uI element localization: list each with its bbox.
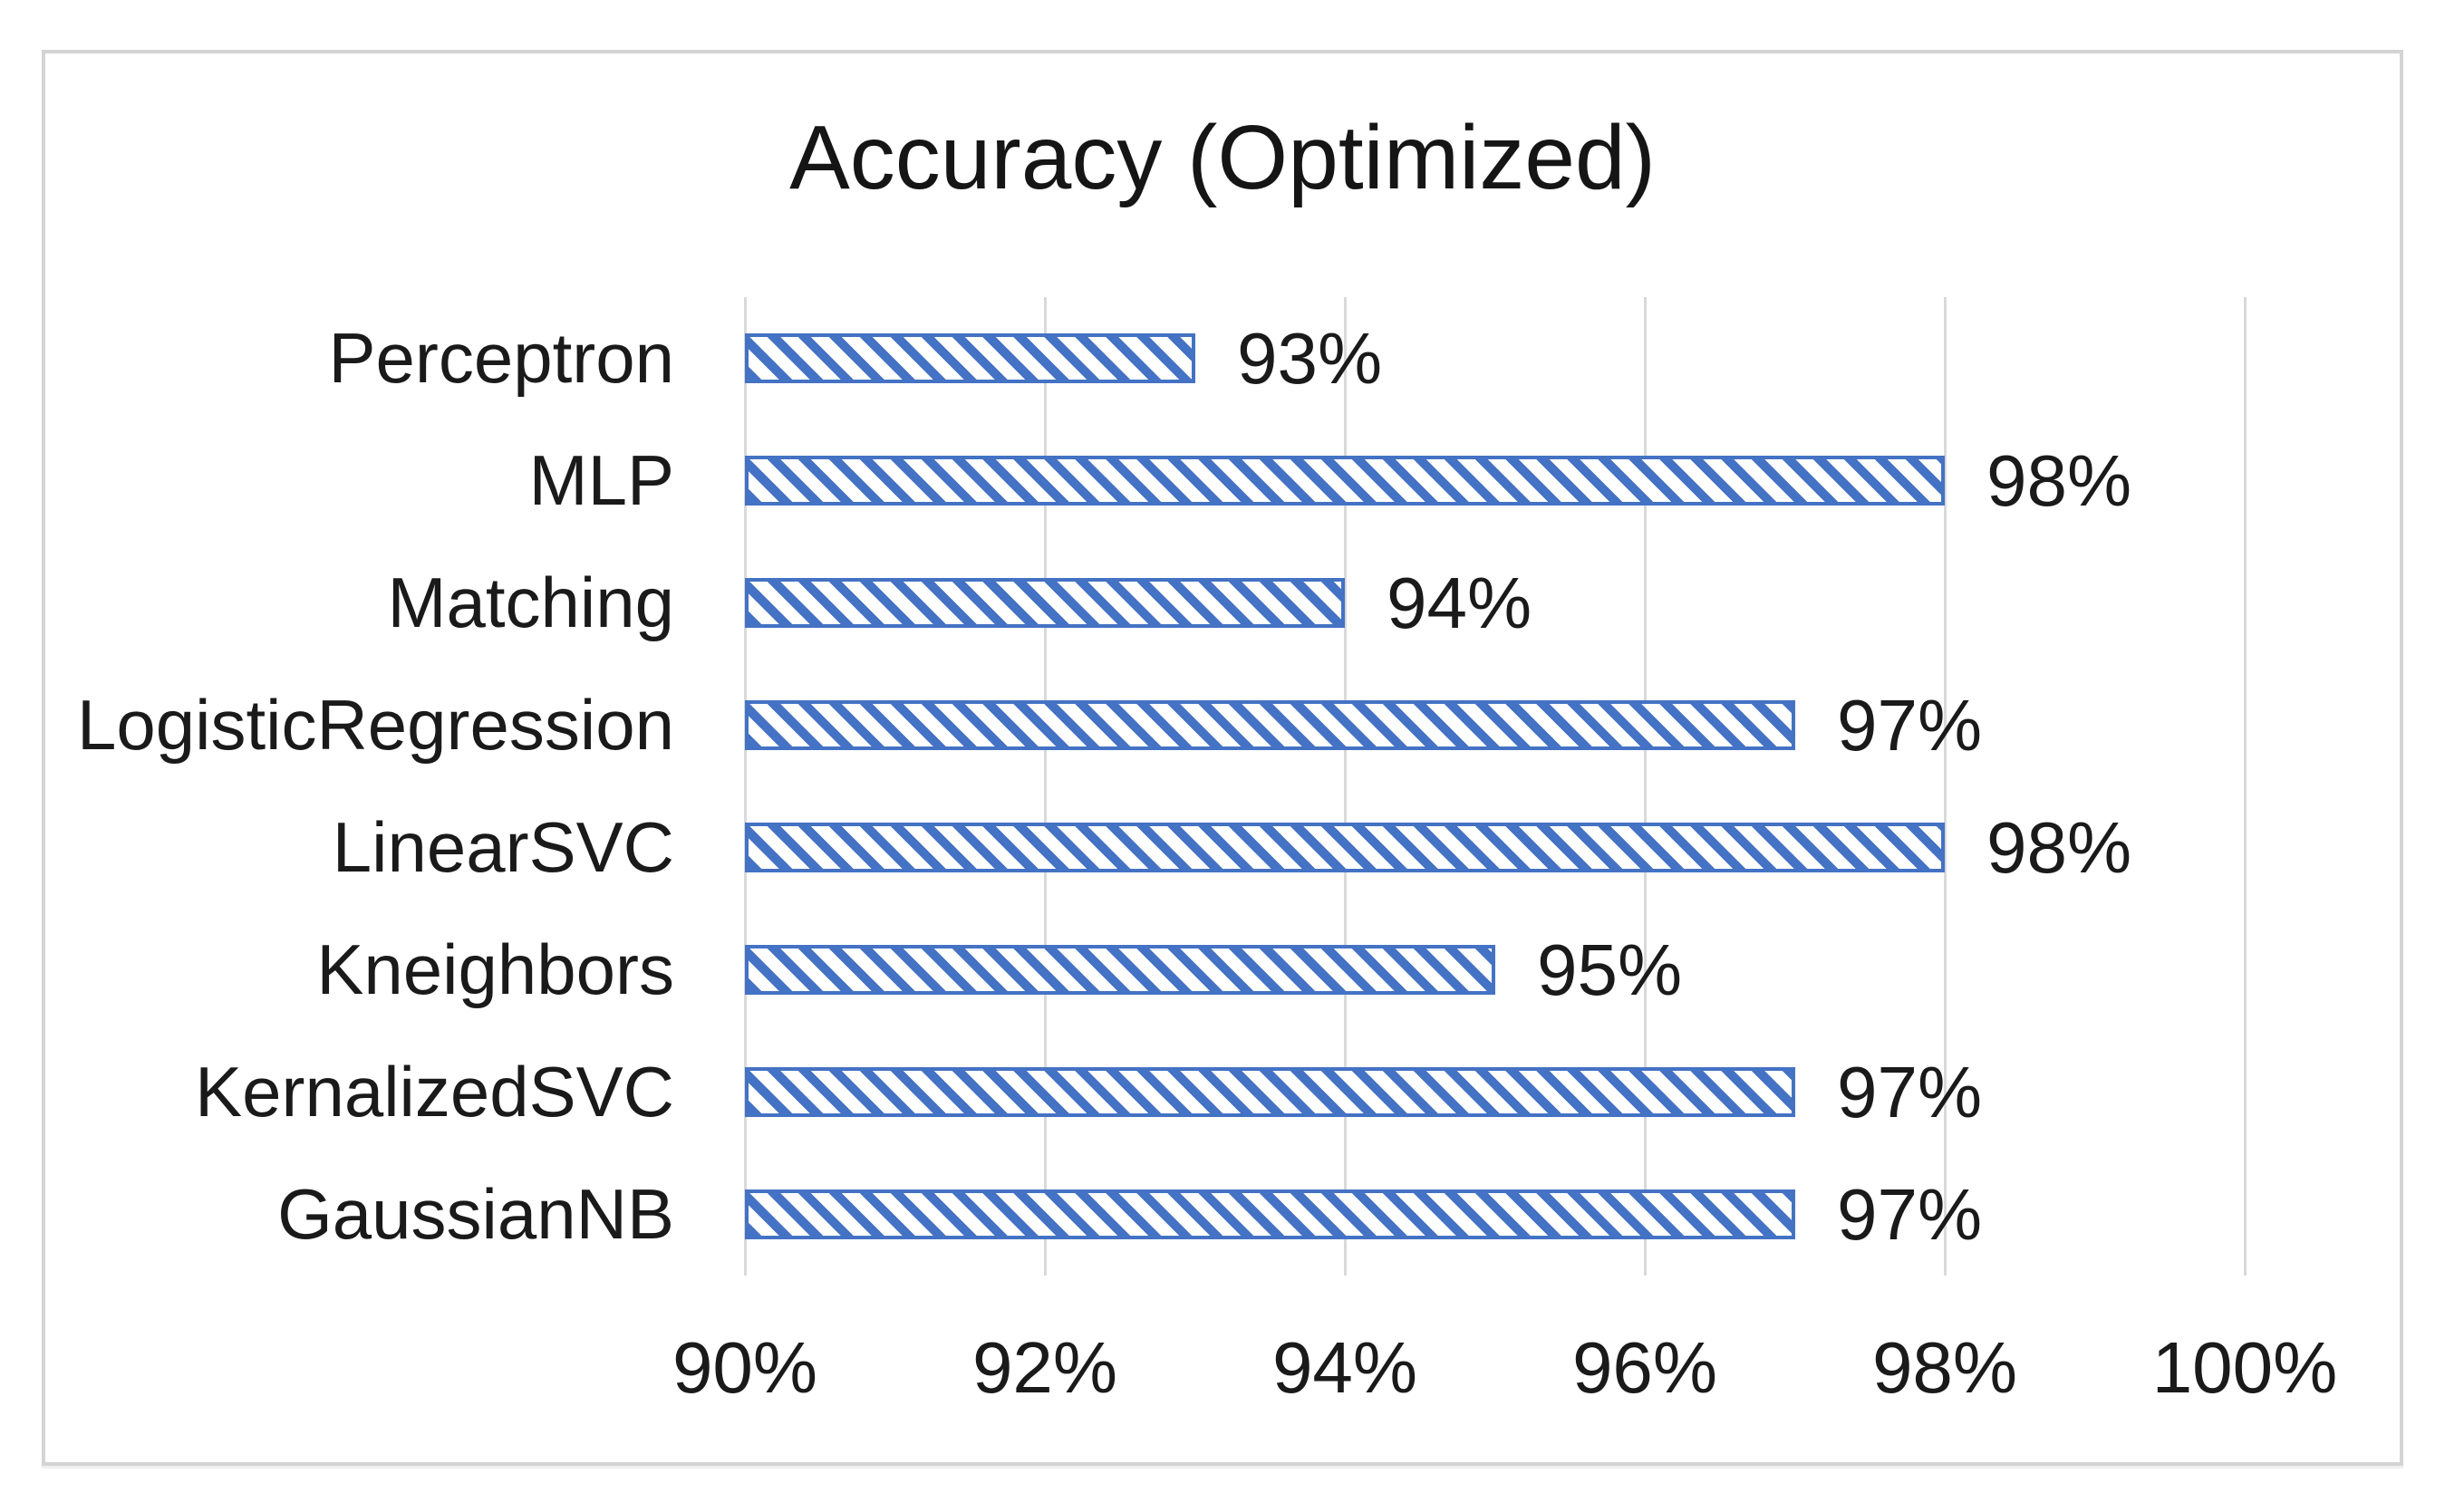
gridline-92 (1044, 297, 1047, 1276)
bar-gaussiannb (745, 1189, 1795, 1239)
chart-title: Accuracy (Optimized) (789, 107, 1656, 208)
value-label-gaussiannb: 97% (1837, 1173, 1983, 1255)
x-tick-label-94: 94% (1271, 1327, 1418, 1408)
bar-perceptron (745, 333, 1195, 383)
gridline-90 (744, 297, 747, 1276)
chart-frame: Accuracy (Optimized) 90% 92% 94% 96% 98% 100%… (42, 50, 2403, 1466)
value-label-linearsvc: 98% (1986, 806, 2132, 888)
category-label-mlp: MLP (528, 440, 674, 520)
value-label-kneighbors: 95% (1537, 929, 1683, 1010)
bar-matching (745, 578, 1345, 628)
value-label-kernalizedsvc: 97% (1837, 1051, 1983, 1132)
x-tick-label-92: 92% (971, 1327, 1118, 1408)
plot-area: 90% 92% 94% 96% 98% 100% Perceptron 93% MLP 98% Ma… (45, 53, 2400, 1462)
bar-kernalizedsvc (745, 1067, 1795, 1117)
category-label-matching: Matching (387, 563, 675, 642)
value-label-mlp: 98% (1986, 439, 2132, 521)
gridline-98 (1944, 297, 1947, 1276)
category-label-perceptron: Perceptron (328, 318, 674, 398)
bar-logisticregression (745, 700, 1795, 750)
bar-mlp (745, 456, 1945, 506)
bar-kneighbors (745, 945, 1495, 995)
category-label-kneighbors: Kneighbors (316, 929, 674, 1009)
value-label-perceptron: 93% (1237, 317, 1383, 399)
category-label-kernalizedsvc: KernalizedSVC (195, 1052, 674, 1132)
gridline-94 (1344, 297, 1347, 1276)
x-tick-label-98: 98% (1871, 1327, 2018, 1408)
bar-linearsvc (745, 823, 1945, 872)
category-label-linearsvc: LinearSVC (332, 807, 674, 887)
category-label-gaussiannb: GaussianNB (277, 1174, 674, 1254)
x-tick-label-100: 100% (2151, 1327, 2338, 1408)
x-tick-label-90: 90% (672, 1327, 818, 1408)
value-label-logisticregression: 97% (1837, 684, 1983, 766)
x-tick-label-96: 96% (1571, 1327, 1718, 1408)
category-label-logisticregression: LogisticRegression (76, 685, 674, 765)
value-label-matching: 94% (1387, 562, 1532, 643)
gridline-96 (1644, 297, 1647, 1276)
gridline-100 (2244, 297, 2247, 1276)
